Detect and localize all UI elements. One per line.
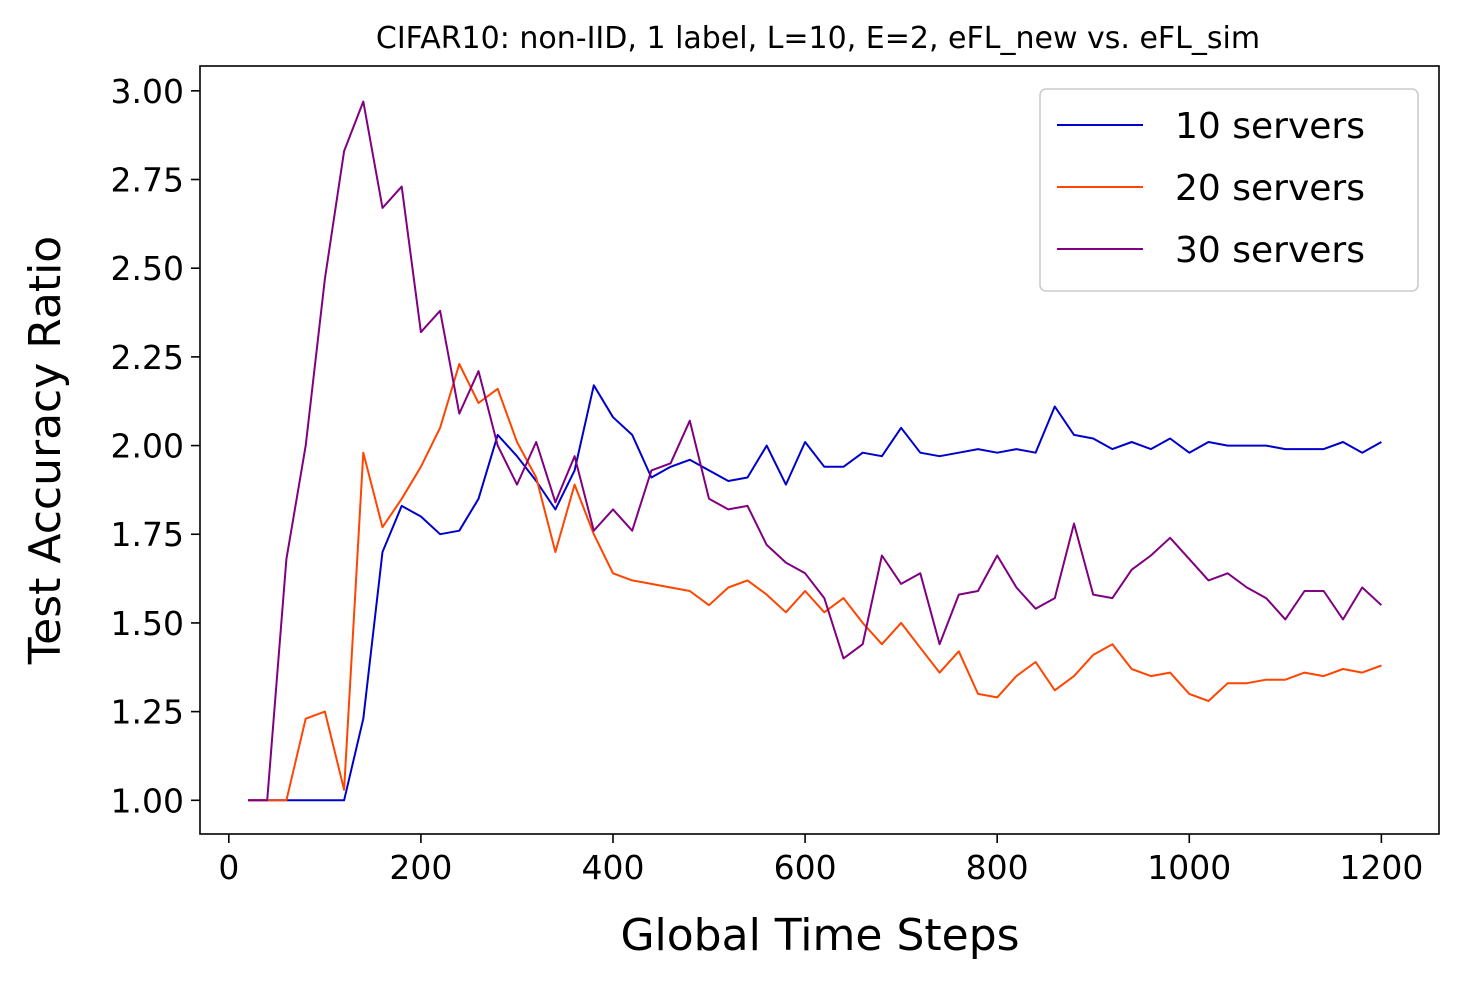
- series-line-1: [248, 384, 1382, 802]
- x-tick-label: 800: [966, 848, 1029, 887]
- series-layer: [248, 100, 1383, 802]
- legend-box: [1039, 88, 1419, 292]
- y-tick-label: 2.00: [111, 427, 184, 466]
- chart-title: CIFAR10: non-IID, 1 label, L=10, E=2, eF…: [376, 21, 1260, 56]
- y-tick-label: 2.25: [111, 338, 184, 377]
- y-tick-label: 2.50: [111, 249, 184, 288]
- y-tick-label: 1.25: [111, 693, 184, 732]
- x-tick-label: 200: [389, 848, 452, 887]
- legend: 10 servers 20 servers 30 servers: [1039, 88, 1419, 292]
- x-tick-label: 1200: [1339, 848, 1423, 887]
- legend-label-2: 20 servers: [1175, 168, 1365, 209]
- x-tick-label: 400: [582, 848, 645, 887]
- x-tick-label: 600: [774, 848, 837, 887]
- y-tick-label: 3.00: [111, 72, 184, 111]
- x-tick-label: 1000: [1147, 848, 1231, 887]
- plot-frame: [199, 65, 1440, 835]
- y-tick-label: 2.75: [111, 161, 184, 200]
- y-tick-label: 1.50: [111, 604, 184, 643]
- x-tick-label: 0: [218, 848, 239, 887]
- series-line-3: [248, 100, 1383, 802]
- y-tick-label: 1.00: [111, 781, 184, 820]
- x-axis: 0 200 400 600 800 1000 1200: [218, 834, 1423, 887]
- legend-label-3: 30 servers: [1175, 230, 1365, 271]
- series-line-2: [248, 363, 1382, 802]
- y-axis-title: Test Accuracy Ratio: [20, 236, 71, 665]
- legend-label-1: 10 servers: [1175, 106, 1365, 147]
- x-axis-title: Global Time Steps: [620, 910, 1019, 961]
- y-tick-label: 1.75: [111, 515, 184, 554]
- y-axis: 1.00 1.25 1.50 1.75 2.00 2.25 2.50 2.75 3.00: [111, 72, 200, 820]
